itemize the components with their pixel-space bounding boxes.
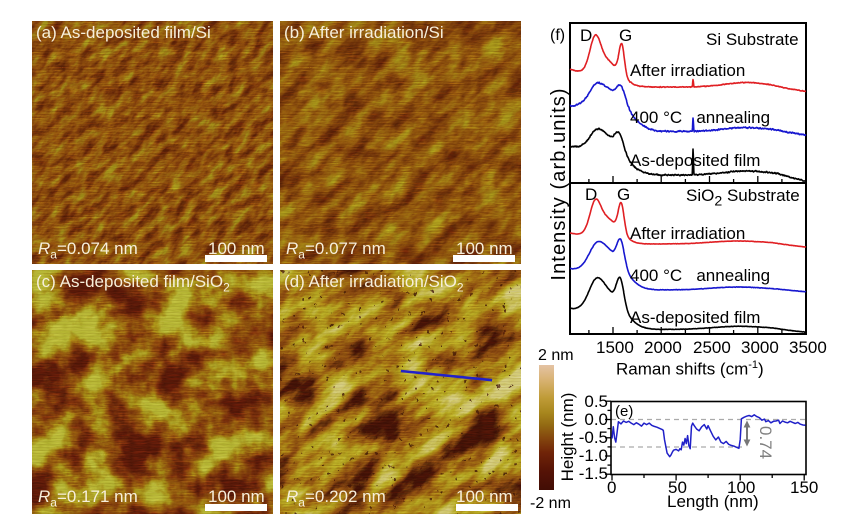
svg-text:Height (nm): Height (nm): [558, 393, 577, 482]
svg-text:Intensity (arb.units): Intensity (arb.units): [548, 87, 570, 280]
